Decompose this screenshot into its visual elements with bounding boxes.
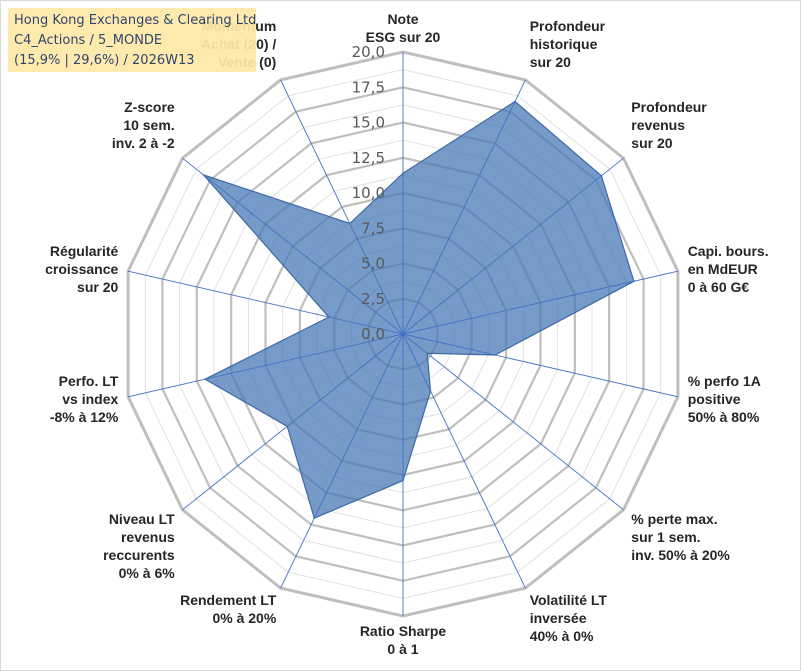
axis-label-line: revenus bbox=[631, 117, 685, 133]
spoke bbox=[280, 79, 404, 335]
axis-label: % perfo 1A positive 50% à 80% bbox=[688, 373, 761, 425]
axis-label: Niveau LT revenus reccurents 0% à 6% bbox=[103, 511, 175, 581]
axis-label-line: 0% à 20% bbox=[212, 610, 276, 626]
tick-label: 10,0 bbox=[352, 184, 385, 202]
axis-label-line: % perfo 1A bbox=[688, 373, 761, 389]
tick-label: 17,5 bbox=[352, 78, 385, 96]
axis-label-line: inv. 50% à 20% bbox=[631, 547, 730, 563]
axis-label-line: positive bbox=[688, 391, 741, 407]
tick-label: 12,5 bbox=[352, 149, 385, 167]
axis-label-line: en MdEUR bbox=[688, 261, 758, 277]
axis-label: Capi. bours. en MdEUR 0 à 60 G€ bbox=[688, 243, 769, 295]
axis-label-line: historique bbox=[530, 36, 598, 52]
axis-label-line: revenus bbox=[121, 529, 175, 545]
axis-label-line: vs index bbox=[62, 391, 118, 407]
axis-label-line: sur 20 bbox=[530, 54, 571, 70]
spoke bbox=[127, 333, 404, 398]
axis-label-line: sur 1 sem. bbox=[631, 529, 700, 545]
axis-label-line: Régularité bbox=[50, 243, 119, 259]
stats-label: (15,9% | 29,6%) / 2026W13 bbox=[14, 53, 195, 68]
axis-label-line: Perfo. LT bbox=[59, 373, 119, 389]
tick-label: 15,0 bbox=[352, 114, 385, 132]
axis-label: % perte max. sur 1 sem. inv. 50% à 20% bbox=[631, 511, 730, 563]
axis-label-line: 0 à 1 bbox=[387, 641, 418, 657]
axis-label: Rendement LT 0% à 20% bbox=[180, 592, 277, 626]
axis-label: Profondeur revenus sur 20 bbox=[631, 99, 707, 151]
tick-labels: 0,0 2,5 5,0 7,5 10,0 12,5 15,0 17,5 20,0 bbox=[352, 43, 385, 343]
spoke bbox=[402, 157, 624, 335]
spoke bbox=[280, 333, 404, 589]
axis-label-line: Volatilité LT bbox=[530, 592, 608, 608]
axis-label-line: Note bbox=[387, 11, 418, 27]
company-name: Hong Kong Exchanges & Clearing Ltd bbox=[14, 13, 257, 28]
axis-label-line: Z-score bbox=[124, 99, 175, 115]
spoke bbox=[402, 333, 526, 589]
axis-label-line: reccurents bbox=[103, 547, 175, 563]
axis-label-line: inversée bbox=[530, 610, 587, 626]
spoke bbox=[402, 79, 526, 335]
axis-label-line: Rendement LT bbox=[180, 592, 277, 608]
axis-label-line: % perte max. bbox=[631, 511, 717, 527]
series-area bbox=[201, 100, 635, 520]
spoke bbox=[127, 270, 404, 335]
tick-label: 7,5 bbox=[361, 219, 385, 237]
axis-label-line: 10 sem. bbox=[123, 117, 174, 133]
axis-label: Ratio Sharpe 0 à 1 bbox=[360, 623, 447, 657]
axis-label: Perfo. LT vs index -8% à 12% bbox=[50, 373, 119, 425]
tick-label: 0,0 bbox=[361, 325, 385, 343]
spoke bbox=[402, 333, 624, 511]
axis-label-line: Ratio Sharpe bbox=[360, 623, 447, 639]
axis-label-line: sur 20 bbox=[631, 135, 672, 151]
spoke bbox=[402, 270, 679, 335]
series-layer bbox=[201, 100, 635, 520]
axis-label-line: 40% à 0% bbox=[530, 628, 594, 644]
axis-label-line: Niveau LT bbox=[109, 511, 175, 527]
category-label: C4_Actions / 5_MONDE bbox=[14, 33, 163, 48]
axis-label: Régularité croissance sur 20 bbox=[45, 243, 118, 295]
axis-label-line: Profondeur bbox=[530, 18, 606, 34]
spoke bbox=[182, 157, 404, 335]
tick-label: 2,5 bbox=[361, 290, 385, 308]
spokes bbox=[127, 52, 679, 616]
axis-label: Profondeur historique sur 20 bbox=[530, 18, 606, 70]
axis-label: Z-score 10 sem. inv. 2 à -2 bbox=[112, 99, 175, 151]
axis-label-line: Profondeur bbox=[631, 99, 707, 115]
axis-label-line: croissance bbox=[45, 261, 118, 277]
tick-label: 5,0 bbox=[361, 255, 385, 273]
spoke bbox=[402, 333, 679, 398]
info-box: Hong Kong Exchanges & Clearing Ltd C4_Ac… bbox=[8, 8, 256, 72]
axis-label-line: -8% à 12% bbox=[50, 409, 119, 425]
axis-label-line: Capi. bours. bbox=[688, 243, 769, 259]
tick-label: 20,0 bbox=[352, 43, 385, 61]
axis-label-line: 50% à 80% bbox=[688, 409, 760, 425]
axis-label: Volatilité LT inversée 40% à 0% bbox=[530, 592, 608, 644]
axis-label-line: inv. 2 à -2 bbox=[112, 135, 175, 151]
axis-label: Note ESG sur 20 bbox=[366, 11, 441, 45]
spoke bbox=[182, 333, 404, 511]
axis-label-line: sur 20 bbox=[77, 279, 118, 295]
axis-label-line: 0% à 6% bbox=[119, 565, 176, 581]
axis-label-line: ESG sur 20 bbox=[366, 29, 441, 45]
axis-label-line: 0 à 60 G€ bbox=[688, 279, 750, 295]
